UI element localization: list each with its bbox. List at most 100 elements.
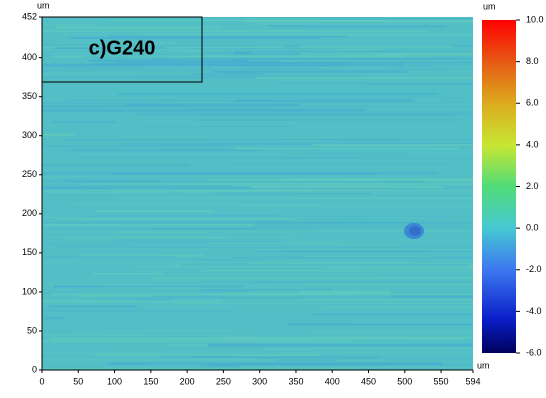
surface-streak xyxy=(83,215,452,218)
surface-streak xyxy=(63,239,418,242)
surface-streak xyxy=(280,179,382,182)
surface-streak xyxy=(120,229,469,232)
surface-streak xyxy=(133,176,294,178)
surface-streak xyxy=(202,280,473,282)
colorbar-tick-label: 8.0 xyxy=(526,56,539,66)
surface-streak xyxy=(151,276,473,280)
surface-streak xyxy=(304,367,473,370)
surface-streak xyxy=(180,263,470,267)
surface-streak xyxy=(322,267,473,269)
surface-streak xyxy=(95,210,215,213)
surface-streak xyxy=(277,82,473,85)
x-tick-label: 450 xyxy=(361,376,376,386)
surface-streak xyxy=(250,289,362,292)
surface-streak xyxy=(42,352,163,354)
colorbar xyxy=(482,20,516,353)
surface-streak xyxy=(73,203,320,206)
surface-streak xyxy=(248,59,473,62)
surface-streak xyxy=(239,365,473,368)
x-tick-label: 200 xyxy=(180,376,195,386)
surface-streak xyxy=(255,251,473,252)
annotation: c)G240 xyxy=(89,37,156,59)
surface-streak xyxy=(192,356,379,358)
surface-streak xyxy=(246,301,395,304)
surface-streak xyxy=(42,189,334,192)
surface-streak xyxy=(207,343,473,347)
surface-streak xyxy=(237,99,414,102)
y-tick-label: 50 xyxy=(27,325,37,335)
surface-streak xyxy=(231,101,473,104)
surface-streak xyxy=(42,237,226,239)
surface-streak xyxy=(42,185,418,189)
surface-streak xyxy=(251,262,473,265)
surface-streak xyxy=(73,333,143,335)
surface-streak xyxy=(195,119,463,121)
x-tick-label: 250 xyxy=(216,376,231,386)
surface-streak xyxy=(134,57,200,58)
surface-streak xyxy=(48,305,138,308)
surface-streak xyxy=(70,149,262,152)
surface-streak xyxy=(283,269,473,272)
surface-streak xyxy=(78,254,204,257)
surface-streak xyxy=(42,105,275,108)
surface-streak xyxy=(42,299,134,302)
surface-streak xyxy=(117,92,439,96)
surface-streak xyxy=(141,33,473,37)
colorbar-tick-label: 2.0 xyxy=(526,181,539,191)
surface-streak xyxy=(42,243,129,246)
surface-streak xyxy=(312,341,407,344)
surface-streak xyxy=(42,334,233,336)
surface-streak xyxy=(42,340,353,343)
surface-streak xyxy=(100,283,405,286)
surface-streak xyxy=(42,133,75,136)
surface-streak xyxy=(316,347,473,349)
surface-streak xyxy=(251,186,443,189)
surface-streak xyxy=(101,294,473,296)
surface-streak xyxy=(285,140,473,142)
surface-streak xyxy=(308,330,473,333)
surface-streak xyxy=(42,187,256,191)
y-tick-label: 400 xyxy=(22,52,37,62)
surface-streak xyxy=(94,354,321,356)
surface-streak xyxy=(319,18,473,20)
surface-streak xyxy=(135,112,454,116)
surface-streak xyxy=(103,286,275,288)
surface-streak xyxy=(52,55,405,58)
surface-streak xyxy=(42,164,190,167)
surface-streak xyxy=(52,293,473,296)
surface-streak xyxy=(131,75,277,77)
surface-streak xyxy=(42,262,387,264)
surface-streak xyxy=(251,281,473,284)
surface-streak xyxy=(268,146,473,148)
surface-streak xyxy=(42,292,76,294)
surface-streak xyxy=(42,279,374,281)
y-tick-label: 100 xyxy=(22,286,37,296)
x-tick-label: 50 xyxy=(73,376,83,386)
surface-streak xyxy=(121,142,432,146)
surface-streak xyxy=(42,73,219,75)
surface-streak xyxy=(319,139,473,142)
surface-streak xyxy=(299,53,473,56)
surface-streak xyxy=(256,77,473,79)
surface-streak xyxy=(42,43,150,45)
surface-streak xyxy=(310,313,473,316)
surface-streak xyxy=(108,362,443,366)
surface-streak xyxy=(42,360,385,362)
surface-streak xyxy=(48,228,317,230)
surface-streak xyxy=(299,291,391,294)
surface-streak xyxy=(42,172,438,175)
x-unit: um xyxy=(477,360,490,370)
surface-streak xyxy=(149,17,385,18)
surface-streak xyxy=(86,352,473,355)
surface-streak xyxy=(256,189,473,192)
surface-streak xyxy=(126,103,300,106)
surface-streak xyxy=(100,330,255,332)
surface-streak xyxy=(305,244,400,247)
surface-streak xyxy=(141,363,209,366)
surface-streak xyxy=(42,30,427,33)
surface-streak xyxy=(242,19,473,23)
surface-streak xyxy=(293,198,473,199)
surface-streak xyxy=(43,69,177,71)
surface-streak xyxy=(68,181,426,183)
